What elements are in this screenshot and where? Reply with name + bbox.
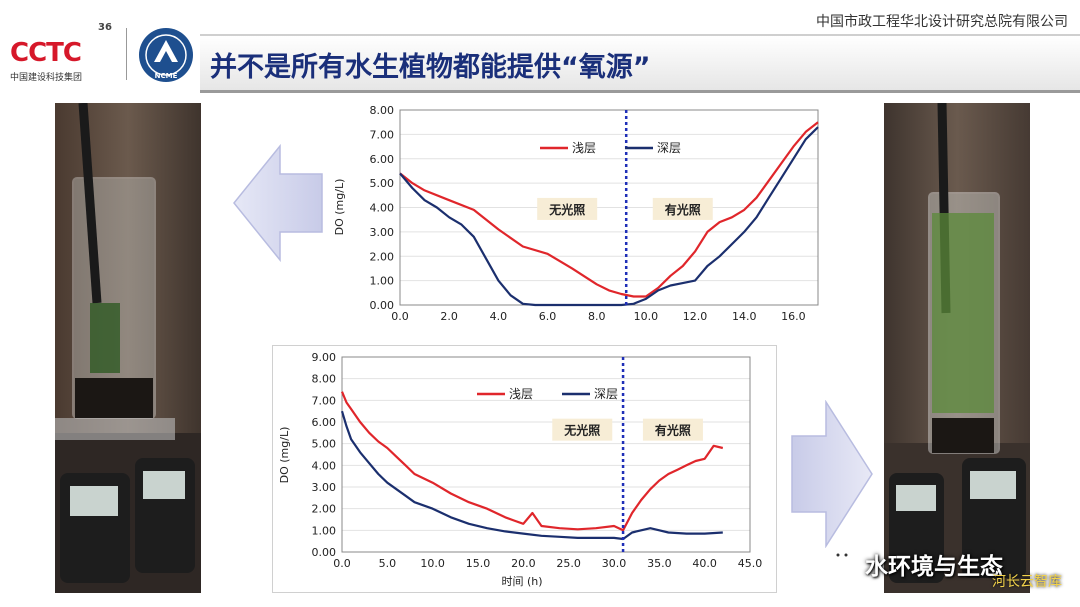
y-tick-label: 3.00 (312, 481, 337, 494)
annotation-box (642, 418, 703, 441)
logo-mark: CCTC (10, 38, 82, 68)
x-tick-label: 10.0 (634, 310, 659, 323)
cctc-logo: 36 CCTC 中国建设科技集团 (10, 20, 118, 83)
tick-labels: 0.00 1.00 2.00 3.00 4.00 5.00 6.00 7.00 8.00 0.0 2… (370, 104, 806, 323)
annotation-with-light: 有光照 (655, 423, 691, 438)
x-tick-label: 25.0 (556, 557, 581, 570)
x-tick-label: 2.0 (440, 310, 458, 323)
x-tick-label: 15.0 (466, 557, 491, 570)
y-tick-label: 5.00 (312, 438, 337, 451)
legend-label-deep: 深层 (594, 387, 618, 401)
series-line-deep (399, 126, 819, 307)
watermark-subtext: 河长云智库 (992, 574, 1062, 590)
plot-area (341, 356, 751, 553)
bottom-do-chart: 0.00 1.00 2.00 3.00 4.00 5.00 6.00 7.00 8.00 9.00… (272, 345, 777, 593)
tick-labels: 0.00 1.00 2.00 3.00 4.00 5.00 6.00 7.00 8.00 9.00… (312, 351, 763, 570)
legend-label-deep: 深层 (657, 141, 681, 155)
annotation-no-light: 无光照 (563, 423, 600, 438)
series-lines (340, 357, 724, 552)
ncme-logo: NCME (139, 28, 193, 82)
legend: 浅层 深层 (540, 141, 681, 155)
y-tick-label: 2.00 (312, 503, 337, 516)
x-tick-label: 5.0 (379, 557, 397, 570)
x-tick-label: 35.0 (647, 557, 672, 570)
title-bar: 并不是所有水生植物都能提供“氧源” (200, 34, 1080, 93)
annotation-box (652, 197, 713, 220)
series-line-deep (340, 410, 723, 541)
y-tick-label: 4.00 (312, 459, 337, 472)
y-axis-label: DO (mg/L) (333, 179, 346, 236)
series-line-shallow (340, 391, 724, 532)
y-tick-label: 6.00 (312, 416, 337, 429)
y-tick-label: 6.00 (370, 153, 395, 166)
x-tick-label: 45.0 (738, 557, 763, 570)
top-do-chart: 0.00 1.00 2.00 3.00 4.00 5.00 6.00 7.00 8.00 0.0 2… (325, 100, 825, 330)
right-photo (884, 103, 1030, 593)
y-tick-label: 4.00 (370, 202, 395, 215)
x-tick-label: 30.0 (602, 557, 627, 570)
x-tick-label: 14.0 (732, 310, 757, 323)
y-tick-label: 2.00 (370, 250, 395, 263)
x-tick-label: 10.0 (420, 557, 445, 570)
annotation-box (537, 197, 598, 220)
x-tick-label: 20.0 (511, 557, 536, 570)
legend-label-shallow: 浅层 (572, 141, 596, 155)
slide-title: 并不是所有水生植物都能提供“氧源” (210, 52, 651, 83)
left-arrow-icon (233, 144, 323, 262)
annotation-no-light: 无光照 (548, 202, 585, 217)
x-tick-label: 40.0 (692, 557, 717, 570)
y-tick-label: 1.00 (312, 524, 337, 537)
y-tick-label: 3.00 (370, 226, 395, 239)
x-tick-label: 0.0 (391, 310, 409, 323)
annotation-box (552, 418, 613, 441)
y-axis-label: DO (mg/L) (278, 427, 291, 484)
chart-gridlines (342, 356, 750, 553)
series-line-shallow (399, 121, 819, 298)
chart-gridlines (400, 109, 818, 306)
y-tick-label: 7.00 (370, 128, 395, 141)
y-tick-label: 9.00 (312, 351, 337, 364)
x-tick-label: 8.0 (588, 310, 606, 323)
watermark-text: 水环境与生态 (865, 554, 1003, 580)
legend: 浅层 深层 (477, 387, 618, 401)
x-tick-label: 4.0 (490, 310, 508, 323)
x-tick-label: 12.0 (683, 310, 708, 323)
logo-subtitle: 中国建设科技集团 (10, 73, 83, 83)
x-tick-label: 6.0 (539, 310, 557, 323)
annotations: 无光照 有光照 (552, 418, 703, 441)
watermark: 水环境与生态 河长云智库 (813, 543, 1068, 590)
y-tick-label: 0.00 (312, 546, 337, 559)
legend-label-shallow: 浅层 (509, 387, 533, 401)
series-lines (399, 110, 819, 307)
y-tick-label: 0.00 (370, 299, 395, 312)
logo-number: 36 (98, 22, 112, 33)
left-photo (55, 103, 201, 593)
x-axis-label: 时间 (h) (501, 575, 542, 588)
y-tick-label: 8.00 (370, 104, 395, 117)
x-tick-label: 0.0 (333, 557, 351, 570)
y-tick-label: 7.00 (312, 394, 337, 407)
x-tick-label: 16.0 (781, 310, 806, 323)
y-tick-label: 1.00 (370, 275, 395, 288)
chart-frame (272, 345, 777, 593)
y-tick-label: 8.00 (312, 373, 337, 386)
right-arrow-icon (791, 400, 873, 548)
wechat-icon (830, 547, 861, 572)
annotation-with-light: 有光照 (665, 202, 701, 217)
ncme-badge-text: NCME (155, 72, 178, 80)
annotations: 无光照 有光照 (537, 197, 713, 220)
logo-divider (126, 28, 127, 80)
organization-name: 中国市政工程华北设计研究总院有限公司 (816, 14, 1068, 30)
y-tick-label: 5.00 (370, 177, 395, 190)
